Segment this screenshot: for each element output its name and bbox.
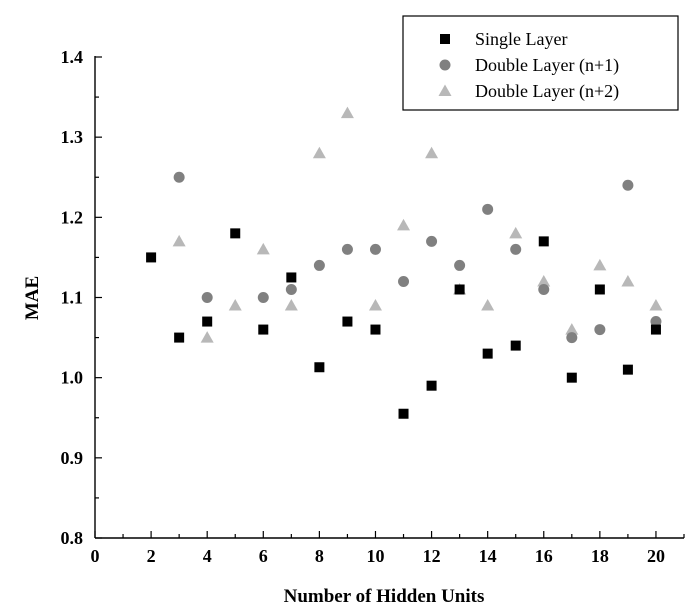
data-point — [201, 292, 213, 303]
y-tick-label: 1.0 — [61, 368, 84, 388]
data-point — [369, 243, 381, 255]
legend-marker — [438, 84, 452, 96]
data-point — [566, 372, 577, 383]
data-point — [230, 228, 241, 239]
data-point — [621, 274, 635, 287]
data-point — [594, 324, 606, 336]
data-point — [565, 323, 579, 335]
data-point — [284, 299, 298, 311]
data-point — [593, 258, 607, 271]
data-point — [314, 362, 325, 373]
data-point — [257, 292, 269, 303]
data-point — [622, 364, 633, 375]
data-point — [650, 324, 661, 335]
data-point — [173, 171, 185, 183]
data-point — [172, 234, 186, 247]
x-axis-title: Number of Hidden Units — [284, 586, 485, 607]
x-tick-label: 2 — [147, 546, 156, 566]
x-tick-label: 16 — [535, 546, 553, 566]
x-tick-label: 4 — [203, 546, 212, 566]
data-point — [509, 226, 523, 239]
data-point — [425, 146, 439, 159]
legend-marker — [439, 59, 451, 71]
y-tick-label: 1.1 — [61, 288, 84, 308]
data-point — [398, 408, 409, 419]
data-point — [426, 380, 437, 391]
data-point — [313, 259, 325, 271]
data-point — [649, 299, 663, 311]
y-axis-title: MAE — [22, 276, 43, 320]
data-point — [398, 275, 410, 287]
data-point — [340, 106, 354, 119]
x-tick-label: 8 — [315, 546, 324, 566]
data-point — [510, 340, 521, 351]
data-point — [482, 203, 494, 215]
data-point — [594, 284, 605, 295]
data-point — [202, 316, 213, 327]
x-tick-label: 0 — [91, 546, 100, 566]
y-tick-label: 0.9 — [61, 448, 84, 468]
ticks: 0 2 4 6 8 10 12 14 16 18 20 0.8 0.9 1.0 1.1 1.2 1.3 1.4 — [61, 47, 685, 566]
data-point — [454, 284, 465, 295]
data-point — [426, 235, 438, 247]
data-point — [538, 236, 549, 247]
x-tick-label: 12 — [423, 546, 441, 566]
data-point — [258, 324, 269, 335]
x-tick-label: 20 — [647, 546, 665, 566]
y-tick-label: 0.8 — [61, 528, 84, 548]
data-point — [538, 283, 550, 295]
data-point — [286, 272, 297, 283]
data-points — [146, 106, 663, 419]
data-point — [481, 299, 495, 311]
data-point — [146, 252, 157, 263]
data-point — [622, 179, 634, 191]
data-point — [228, 299, 242, 311]
x-tick-label: 14 — [479, 546, 497, 566]
legend-label: Double Layer (n+1) — [475, 55, 619, 76]
data-point — [368, 299, 382, 311]
data-point — [200, 331, 214, 343]
data-point — [174, 332, 185, 343]
data-point — [312, 146, 326, 159]
data-point — [397, 218, 411, 231]
legend: Single Layer Double Layer (n+1) Double Lay… — [402, 15, 679, 111]
y-tick-label: 1.4 — [61, 47, 84, 67]
data-point — [285, 283, 297, 295]
data-point — [537, 274, 551, 287]
data-point — [454, 259, 466, 271]
y-tick-label: 1.3 — [61, 127, 84, 147]
data-point — [566, 332, 578, 344]
data-point — [341, 243, 353, 255]
data-point — [482, 348, 493, 359]
x-tick-label: 18 — [591, 546, 609, 566]
axes — [94, 56, 684, 539]
data-point — [370, 324, 381, 335]
legend-label: Single Layer — [475, 29, 567, 49]
data-point — [342, 316, 353, 327]
legend-marker — [440, 34, 450, 44]
data-point — [256, 242, 270, 255]
data-point — [650, 316, 662, 328]
x-tick-label: 6 — [259, 546, 268, 566]
y-tick-label: 1.2 — [61, 207, 84, 227]
data-point — [510, 243, 522, 255]
legend-label: Double Layer (n+2) — [475, 81, 619, 102]
x-tick-label: 10 — [366, 546, 384, 566]
